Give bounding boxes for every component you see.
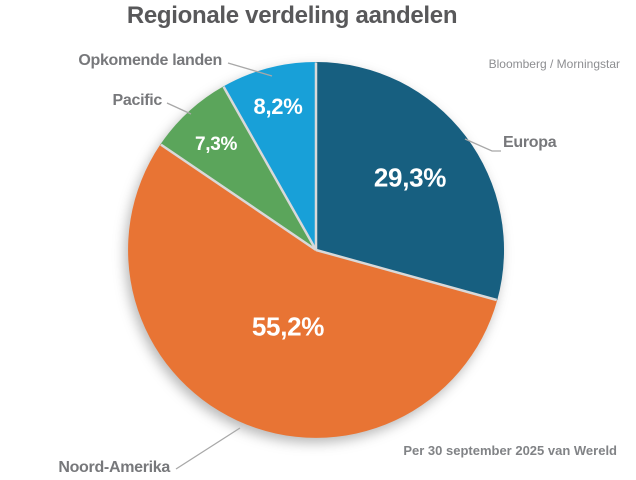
value-label-europa: 29,3% xyxy=(373,162,447,193)
leader-line-noord-amerika xyxy=(175,427,241,470)
pie-slice-group xyxy=(128,62,505,438)
footnote: Per 30 september 2025 van Wereld xyxy=(403,443,617,458)
pie-slice-opkomende-landen[interactable] xyxy=(223,62,316,250)
leader-line-pacific xyxy=(166,102,192,115)
slice-separator xyxy=(160,143,317,252)
source-attribution: Bloomberg / Morningstar xyxy=(488,57,620,71)
slice-separator-group xyxy=(160,62,498,302)
pie-slice-noord-amerika[interactable] xyxy=(128,144,498,438)
category-label-opkomende-landen: Opkomende landen xyxy=(78,52,222,69)
pie-slice-europa[interactable] xyxy=(316,62,505,301)
page-title: Regionale verdeling aandelen xyxy=(126,2,458,29)
category-label-europa: Europa xyxy=(503,134,557,151)
leader-line-group xyxy=(166,62,501,470)
value-label-opkomende-landen: 8,2% xyxy=(253,94,303,119)
value-label-noord-amerika: 55,2% xyxy=(251,311,325,342)
slice-separator xyxy=(222,86,318,251)
leader-line-opkomende-landen xyxy=(227,62,273,77)
slice-separator xyxy=(315,248,498,302)
value-label-pacific: 7,3% xyxy=(194,134,238,155)
category-label-noord-amerika: Noord-Amerika xyxy=(58,459,170,476)
category-label-pacific: Pacific xyxy=(112,92,163,109)
leader-line-europa xyxy=(464,138,501,152)
pie-slice-pacific[interactable] xyxy=(160,86,317,251)
